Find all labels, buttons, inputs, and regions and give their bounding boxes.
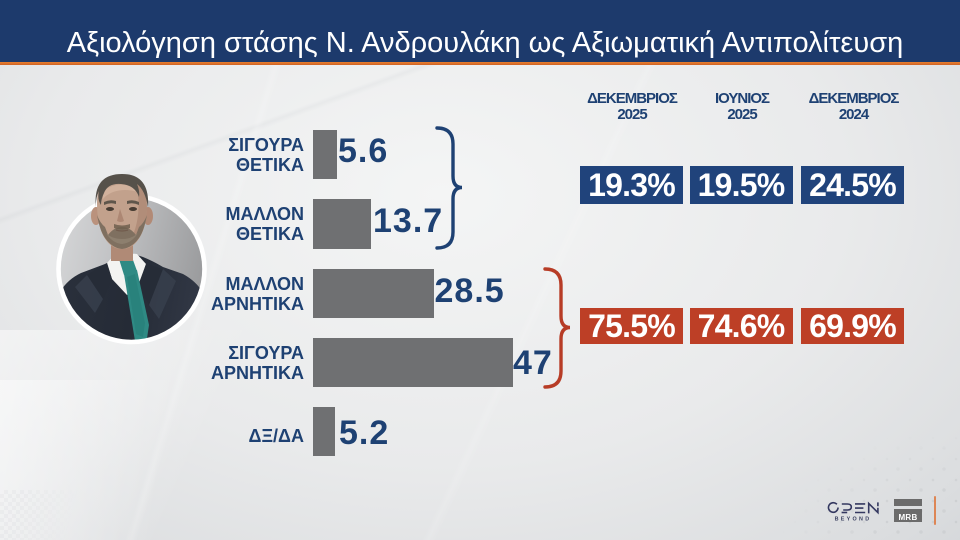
svg-text:BEYOND: BEYOND	[835, 517, 872, 523]
